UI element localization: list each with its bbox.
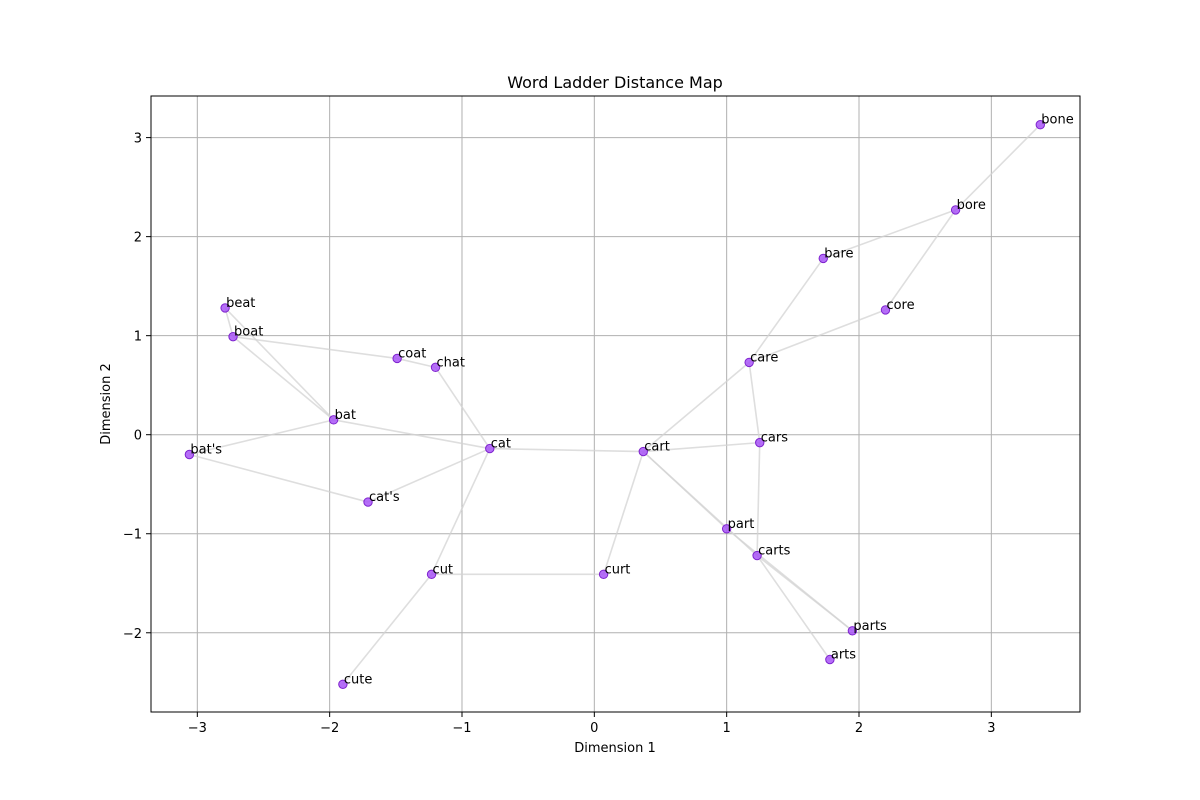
ladder-edges xyxy=(189,124,1041,685)
word-label: bone xyxy=(1041,113,1073,128)
ladder-edge xyxy=(189,453,369,503)
ladder-edge xyxy=(224,307,335,421)
word-label: bare xyxy=(824,246,853,261)
ladder-edge xyxy=(342,573,433,685)
word-label: coat xyxy=(398,346,426,361)
x-tick-label: 1 xyxy=(723,721,731,736)
word-point xyxy=(825,654,835,665)
y-tick-label: 3 xyxy=(134,132,142,147)
y-axis-label: Dimension 2 xyxy=(99,363,114,445)
word-label: part xyxy=(728,517,755,532)
word-label: bat xyxy=(335,408,356,423)
word-point xyxy=(328,415,339,425)
y-tick-label: −2 xyxy=(123,627,142,642)
word-point xyxy=(818,253,828,264)
ladder-edge xyxy=(232,336,335,421)
word-label: bat's xyxy=(190,443,222,458)
word-point xyxy=(228,331,238,342)
word-point xyxy=(1035,120,1045,130)
x-axis-label: Dimension 1 xyxy=(574,741,656,756)
x-tick-label: −2 xyxy=(320,721,339,736)
word-label: cut xyxy=(433,562,453,577)
ladder-edge xyxy=(748,362,761,443)
word-label: boat xyxy=(234,325,263,340)
ladder-edge xyxy=(333,419,490,450)
word-label: cat xyxy=(491,437,511,452)
word-point xyxy=(598,569,609,580)
word-point xyxy=(721,524,732,534)
ladder-edge xyxy=(748,257,824,363)
ladder-edge xyxy=(489,447,644,453)
word-label: chat xyxy=(437,355,465,370)
word-point xyxy=(847,626,858,636)
plot-frame xyxy=(150,95,1081,713)
ladder-edge xyxy=(822,209,956,260)
ladder-edge xyxy=(756,554,853,632)
word-label: cart xyxy=(644,440,670,455)
y-tick-label: 1 xyxy=(134,330,142,345)
word-point xyxy=(430,362,441,373)
x-tick-label: −1 xyxy=(452,721,471,736)
ladder-edge xyxy=(955,124,1041,211)
word-point xyxy=(363,497,373,507)
word-label: curt xyxy=(605,562,631,577)
word-label: cars xyxy=(761,431,788,446)
y-tick-label: −1 xyxy=(123,528,142,543)
word-points xyxy=(184,120,1045,689)
word-label: cat's xyxy=(369,490,400,505)
word-point xyxy=(426,569,437,580)
x-tick-label: 2 xyxy=(855,721,863,736)
word-point xyxy=(485,443,495,454)
ladder-edge xyxy=(643,441,760,453)
ladder-edge xyxy=(748,309,886,364)
word-label: cute xyxy=(344,672,372,687)
ladder-edge xyxy=(396,357,436,369)
ladder-edge xyxy=(602,451,645,575)
word-label: care xyxy=(750,350,778,365)
word-point xyxy=(950,205,961,215)
word-point xyxy=(752,550,762,561)
y-tick-label: 0 xyxy=(134,429,142,444)
ladder-edge xyxy=(434,366,491,450)
word-point xyxy=(184,449,195,460)
word-point xyxy=(880,305,891,315)
word-label: core xyxy=(886,298,914,313)
word-point xyxy=(338,679,348,689)
ladder-edge xyxy=(189,419,334,456)
word-label: arts xyxy=(831,648,856,663)
chart-title: Word Ladder Distance Map xyxy=(507,73,723,92)
x-tick-label: −3 xyxy=(188,721,207,736)
ladder-edge xyxy=(884,209,957,311)
word-label: parts xyxy=(853,619,887,634)
ladder-edge xyxy=(756,555,831,660)
grid-lines xyxy=(151,96,1080,712)
word-point xyxy=(744,357,754,368)
word-label: bore xyxy=(957,198,986,213)
ladder-edge xyxy=(232,335,398,360)
ladder-edge xyxy=(756,442,761,556)
word-label: carts xyxy=(758,544,791,559)
word-point xyxy=(638,446,648,457)
word-point xyxy=(392,353,402,364)
ladder-edge xyxy=(642,361,750,453)
word-label: beat xyxy=(226,296,255,311)
word-point xyxy=(755,437,765,448)
x-tick-label: 3 xyxy=(987,721,995,736)
ladder-edge xyxy=(367,447,491,503)
ladder-edge xyxy=(430,448,491,575)
word-point xyxy=(220,303,230,313)
x-tick-label: 0 xyxy=(590,721,598,736)
y-tick-label: 2 xyxy=(134,231,142,246)
axis-ticks: −3 −2 −1 0 1 2 3 −2 −1 0 1 2 3 xyxy=(123,132,996,736)
ladder-edge xyxy=(224,307,234,337)
